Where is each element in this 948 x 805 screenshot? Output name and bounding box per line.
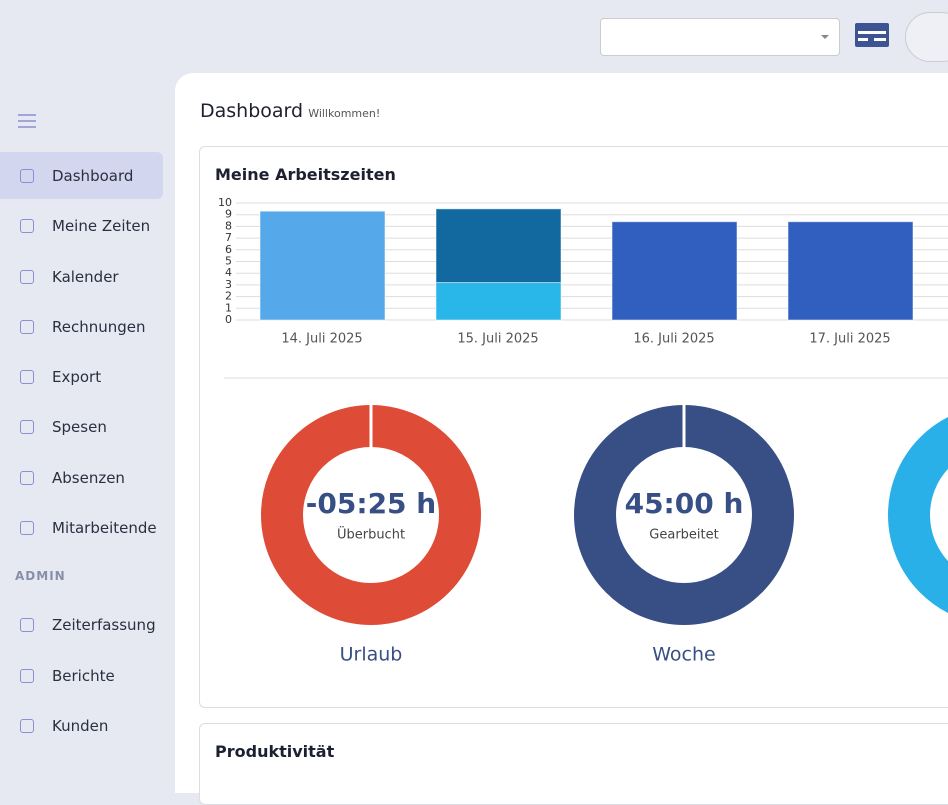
nav-item[interactable]: Absenzen — [0, 454, 163, 501]
nav-item[interactable]: Zeiterfassung — [0, 601, 163, 648]
y-tick-label: 3 — [225, 278, 232, 291]
nav-item[interactable]: Spesen — [0, 403, 163, 450]
card-title: Meine Arbeitszeiten — [215, 165, 396, 184]
nav-label: Zeiterfassung — [52, 615, 156, 634]
page-header: Dashboard Willkommen! — [200, 100, 380, 122]
bar — [435, 282, 562, 321]
page: Dashboard Meine Zeiten Kalender Rechnungen E… — [0, 12, 948, 805]
donut-caption: Gearbeitet — [649, 528, 718, 543]
y-tick-label: 0 — [225, 313, 232, 326]
x-tick-label: 14. Juli 2025 — [281, 332, 362, 347]
x-tick-label: 15. Juli 2025 — [457, 332, 538, 347]
nav-item[interactable]: Mitarbeitende — [0, 504, 163, 551]
nav-icon — [20, 470, 34, 485]
nav-label: Meine Zeiten — [52, 216, 151, 235]
nav-label: Export — [52, 367, 102, 386]
nav-label: Rechnungen — [52, 317, 146, 336]
y-tick-label: 4 — [225, 266, 232, 279]
nav-item[interactable]: Kunden — [0, 702, 163, 749]
nav-label: Kalender — [52, 267, 119, 286]
nav-icon — [20, 269, 34, 284]
bar — [259, 210, 386, 321]
nav-icon — [20, 668, 34, 683]
nav-label: Spesen — [52, 417, 107, 436]
nav-icon — [20, 419, 34, 434]
donut-caption: Überbucht — [337, 526, 405, 543]
donut-partial — [888, 417, 948, 613]
donut-title: Woche — [652, 644, 715, 666]
nav-item[interactable]: Meine Zeiten — [0, 202, 163, 249]
nav-section: ADMIN — [15, 569, 66, 583]
x-tick-label: 17. Juli 2025 — [809, 332, 890, 347]
nav-icon — [20, 617, 34, 632]
user-button[interactable] — [905, 12, 948, 62]
nav-icon — [20, 718, 34, 733]
y-tick-label: 8 — [225, 219, 232, 232]
y-tick-label: 1 — [225, 301, 232, 314]
page-title: Dashboard — [200, 100, 304, 122]
nav-item[interactable]: Dashboard — [0, 152, 163, 199]
nav-item[interactable]: Rechnungen — [0, 303, 163, 350]
bar — [435, 208, 562, 284]
nav-label: Dashboard — [52, 166, 134, 185]
nav-label: Mitarbeitende — [52, 518, 157, 537]
x-tick-label: 16. Juli 2025 — [633, 332, 714, 347]
top-select[interactable] — [600, 18, 840, 56]
nav-item[interactable]: Berichte — [0, 652, 163, 699]
nav-item[interactable]: Export — [0, 353, 163, 400]
nav-icon — [20, 218, 34, 233]
y-tick-label: 7 — [225, 231, 232, 244]
nav-label: Kunden — [52, 716, 109, 735]
menu-toggle[interactable] — [18, 113, 38, 129]
bar — [611, 221, 738, 321]
donut-value: -05:25 h — [306, 487, 436, 520]
y-tick-label: 2 — [225, 290, 232, 303]
nav-icon — [20, 369, 34, 384]
y-tick-label: 10 — [218, 196, 232, 209]
page-subtitle: Willkommen! — [308, 107, 381, 120]
card-icon[interactable] — [854, 22, 890, 48]
nav-icon — [20, 168, 34, 183]
nav-label: Absenzen — [52, 468, 125, 487]
y-tick-label: 9 — [225, 208, 232, 221]
nav-icon — [20, 319, 34, 334]
nav-label: Berichte — [52, 666, 115, 685]
bar — [787, 221, 914, 321]
card-title: Produktivität — [215, 742, 335, 761]
nav-item[interactable]: Kalender — [0, 253, 163, 300]
donut-value: 45:00 h — [625, 487, 744, 520]
nav-icon — [20, 520, 34, 535]
y-tick-label: 6 — [225, 243, 232, 256]
donut-title: Urlaub — [340, 644, 403, 666]
y-tick-label: 5 — [225, 255, 232, 268]
